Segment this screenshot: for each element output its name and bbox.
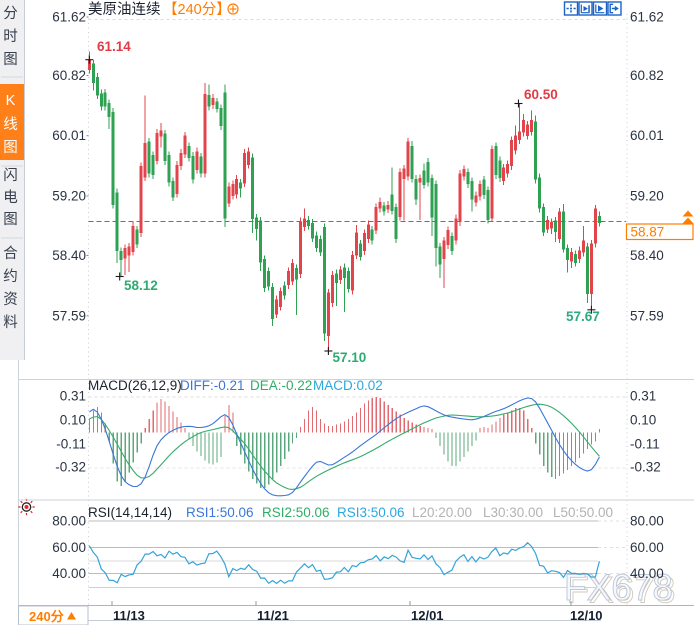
svg-text:40.00: 40.00	[630, 566, 664, 581]
svg-text:分: 分	[3, 5, 18, 22]
svg-text:-0.32: -0.32	[630, 460, 661, 475]
svg-text:0.10: 0.10	[630, 413, 656, 428]
svg-text:60.50: 60.50	[524, 87, 558, 102]
svg-text:58.40: 58.40	[52, 248, 86, 263]
svg-text:40.00: 40.00	[52, 566, 86, 581]
svg-text:RSI3:50.06: RSI3:50.06	[337, 505, 405, 520]
svg-text:DEA:-0.22: DEA:-0.22	[250, 378, 312, 393]
svg-text:RSI1:50.06: RSI1:50.06	[186, 505, 254, 520]
svg-text:RSI2:50.06: RSI2:50.06	[262, 505, 330, 520]
svg-text:0.31: 0.31	[630, 389, 656, 404]
svg-text:L20:20.00: L20:20.00	[412, 505, 472, 520]
svg-text:11/13: 11/13	[113, 608, 145, 623]
svg-text:【240分】: 【240分】	[163, 1, 231, 18]
svg-text:58.87: 58.87	[631, 225, 665, 240]
svg-text:60.82: 60.82	[52, 68, 86, 83]
svg-text:60.00: 60.00	[52, 540, 86, 555]
svg-text:K: K	[6, 93, 16, 109]
svg-text:11/21: 11/21	[257, 608, 289, 623]
svg-text:-0.32: -0.32	[55, 460, 86, 475]
svg-text:L50:50.00: L50:50.00	[553, 505, 613, 520]
svg-text:240分: 240分	[29, 609, 64, 624]
svg-text:料: 料	[3, 314, 18, 331]
svg-text:-0.11: -0.11	[630, 437, 660, 452]
svg-text:61.14: 61.14	[97, 39, 131, 54]
svg-text:图: 图	[3, 52, 18, 68]
svg-text:57.59: 57.59	[630, 308, 664, 323]
svg-text:57.10: 57.10	[333, 350, 367, 365]
svg-text:FX678: FX678	[567, 570, 676, 611]
svg-text:L30:30.00: L30:30.00	[483, 505, 543, 520]
svg-text:图: 图	[3, 140, 18, 156]
svg-text:电: 电	[3, 189, 18, 206]
svg-text:合: 合	[3, 245, 18, 262]
svg-text:58.12: 58.12	[124, 278, 158, 293]
svg-text:图: 图	[3, 212, 18, 228]
svg-text:DIFF:-0.21: DIFF:-0.21	[180, 378, 245, 393]
svg-text:约: 约	[3, 268, 18, 285]
svg-text:60.01: 60.01	[630, 128, 664, 143]
svg-text:80.00: 80.00	[630, 514, 664, 529]
svg-text:12/10: 12/10	[570, 608, 603, 623]
svg-text:61.62: 61.62	[630, 10, 664, 25]
svg-text:FX678: FX678	[564, 567, 673, 608]
svg-text:MACD(26,12,9): MACD(26,12,9)	[88, 378, 182, 393]
svg-text:MACD:0.02: MACD:0.02	[313, 378, 383, 393]
svg-text:资: 资	[3, 291, 18, 308]
svg-text:RSI(14,14,14): RSI(14,14,14)	[88, 505, 172, 520]
svg-text:12/01: 12/01	[411, 608, 444, 623]
svg-text:57.59: 57.59	[52, 308, 86, 323]
svg-text:闪: 闪	[3, 167, 18, 184]
svg-text:线: 线	[3, 116, 18, 133]
svg-text:57.67: 57.67	[566, 309, 600, 324]
svg-text:61.62: 61.62	[52, 10, 86, 25]
svg-text:60.82: 60.82	[630, 68, 664, 83]
svg-text:80.00: 80.00	[52, 514, 86, 529]
svg-text:0.31: 0.31	[60, 389, 86, 404]
svg-text:60.01: 60.01	[52, 128, 86, 143]
svg-text:58.40: 58.40	[630, 248, 664, 263]
svg-text:59.20: 59.20	[630, 189, 664, 204]
svg-text:-0.11: -0.11	[56, 437, 86, 452]
svg-text:美原油连续: 美原油连续	[88, 1, 161, 18]
svg-text:60.00: 60.00	[630, 540, 664, 555]
svg-text:时: 时	[3, 28, 18, 45]
svg-text:0.10: 0.10	[60, 413, 86, 428]
svg-text:59.20: 59.20	[52, 189, 86, 204]
